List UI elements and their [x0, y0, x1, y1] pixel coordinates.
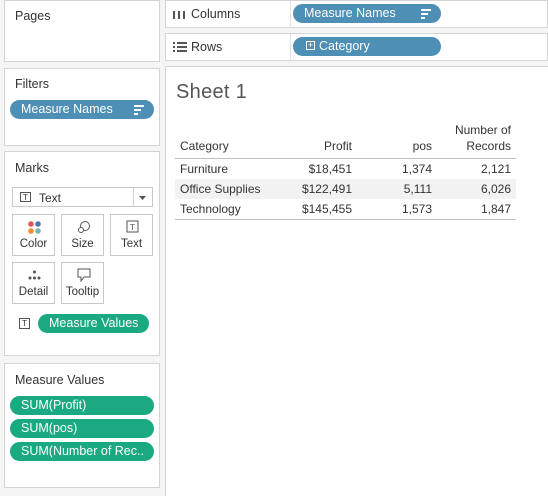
header-number-of-records[interactable]: Number of Records — [437, 120, 516, 159]
cell-pos[interactable]: 5,111 — [403, 182, 432, 196]
color-button[interactable]: Color — [12, 214, 55, 256]
size-button[interactable]: Size — [61, 214, 104, 256]
rows-shelf[interactable]: Rows + Category — [165, 33, 548, 61]
header-profit[interactable]: Profit — [323, 139, 352, 153]
size-icon — [62, 220, 103, 234]
text-type-icon: T — [20, 192, 31, 202]
marks-panel: Marks T Text Color Size T Text Detail — [4, 151, 160, 356]
text-encoding-icon: T — [19, 318, 30, 329]
detail-label: Detail — [18, 286, 49, 298]
cell-records[interactable]: 2,121 — [480, 162, 511, 176]
rows-icon — [173, 41, 187, 55]
cell-profit[interactable]: $18,451 — [308, 162, 352, 176]
color-label: Color — [19, 238, 48, 250]
marks-measure-values-pill[interactable]: Measure Values — [38, 314, 149, 333]
measure-pill-label: SUM(Number of Rec.. — [21, 444, 144, 458]
columns-pill-measure-names[interactable]: Measure Names — [293, 4, 441, 23]
header-pos[interactable]: pos — [412, 139, 432, 153]
table-row: Technology $145,455 1,573 1,847 — [175, 199, 516, 220]
measure-pill[interactable]: SUM(Number of Rec.. — [10, 442, 154, 461]
cell-category[interactable]: Office Supplies — [180, 182, 261, 196]
cell-profit[interactable]: $122,491 — [301, 182, 352, 196]
crosstab: Category Profit pos Number of Records Fur… — [175, 120, 516, 220]
measure-pill-label: SUM(Profit) — [21, 398, 87, 412]
detail-dots-icon — [13, 268, 54, 282]
header-records-line1: Number of — [454, 123, 511, 137]
color-dots-icon — [13, 220, 54, 234]
shelf-divider — [290, 34, 291, 60]
table-row: Office Supplies $122,491 5,111 6,026 — [175, 179, 516, 199]
measure-values-title: Measure Values — [15, 373, 105, 387]
pages-title: Pages — [15, 9, 51, 23]
cell-category[interactable]: Furniture — [180, 162, 229, 176]
measure-pill[interactable]: SUM(pos) — [10, 419, 154, 438]
cell-records[interactable]: 1,847 — [480, 202, 511, 216]
cell-category[interactable]: Technology — [180, 202, 241, 216]
sort-icon — [421, 9, 431, 19]
chevron-down-icon — [133, 188, 150, 206]
columns-icon — [173, 8, 185, 22]
sheet-title: Sheet 1 — [176, 81, 248, 103]
tooltip-label: Tooltip — [65, 286, 100, 298]
header-category[interactable]: Category — [180, 139, 229, 153]
cell-profit[interactable]: $145,455 — [301, 202, 352, 216]
measure-pill[interactable]: SUM(Profit) — [10, 396, 154, 415]
text-icon: T — [111, 220, 152, 234]
cell-pos[interactable]: 1,573 — [401, 202, 432, 216]
rows-label: Rows — [191, 40, 223, 54]
text-button[interactable]: T Text — [110, 214, 153, 256]
columns-label: Columns — [191, 7, 241, 21]
svg-text:T: T — [129, 223, 135, 232]
header-records-line2: Records — [466, 139, 511, 153]
measure-values-panel: Measure Values SUM(Profit) SUM(pos) SUM(… — [4, 363, 160, 488]
sheet-canvas — [165, 66, 548, 496]
marks-pill-label: Measure Values — [49, 316, 139, 330]
table-row: Furniture $18,451 1,374 2,121 — [175, 159, 516, 180]
tooltip-icon — [62, 268, 103, 283]
cell-records[interactable]: 6,026 — [480, 182, 511, 196]
filter-pill-label: Measure Names — [21, 102, 113, 116]
detail-button[interactable]: Detail — [12, 262, 55, 304]
expand-plus-icon: + — [306, 40, 315, 51]
tooltip-button[interactable]: Tooltip — [61, 262, 104, 304]
filters-panel: Filters Measure Names — [4, 68, 160, 146]
cell-pos[interactable]: 1,374 — [401, 162, 432, 176]
rows-pill-label: Category — [319, 39, 370, 53]
text-label: Text — [120, 238, 143, 250]
pages-panel: Pages — [4, 0, 160, 62]
table-header-row: Category Profit pos Number of Records — [175, 120, 516, 159]
columns-pill-label: Measure Names — [304, 6, 396, 20]
sort-icon — [134, 105, 144, 115]
mark-type-dropdown[interactable]: T Text — [12, 187, 153, 207]
shelf-divider — [290, 1, 291, 27]
marks-title: Marks — [15, 161, 50, 175]
rows-pill-category[interactable]: + Category — [293, 37, 441, 56]
filters-title: Filters — [15, 77, 50, 91]
columns-shelf[interactable]: Columns Measure Names — [165, 0, 548, 28]
mark-type-label: Text — [39, 191, 62, 205]
filter-pill-measure-names[interactable]: Measure Names — [10, 100, 154, 119]
size-label: Size — [71, 238, 94, 250]
measure-pill-label: SUM(pos) — [21, 421, 78, 435]
